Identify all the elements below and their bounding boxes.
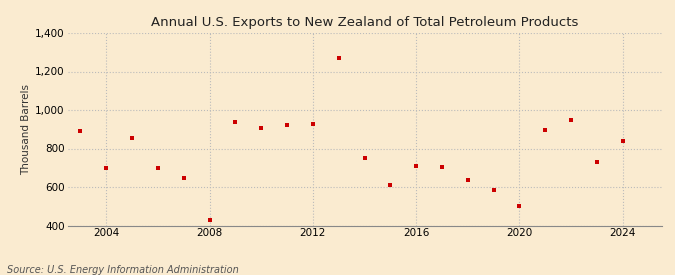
Point xyxy=(514,204,525,208)
Point xyxy=(230,119,241,124)
Title: Annual U.S. Exports to New Zealand of Total Petroleum Products: Annual U.S. Exports to New Zealand of To… xyxy=(151,16,578,29)
Point xyxy=(591,160,602,164)
Point xyxy=(281,123,292,128)
Point xyxy=(127,136,138,140)
Point xyxy=(385,183,396,187)
Point xyxy=(618,139,628,143)
Point xyxy=(153,166,163,170)
Point xyxy=(411,164,422,168)
Point xyxy=(256,126,267,130)
Point xyxy=(359,156,370,160)
Point xyxy=(437,164,448,169)
Point xyxy=(178,176,189,180)
Point xyxy=(307,122,318,127)
Point xyxy=(101,166,111,170)
Point xyxy=(488,188,499,192)
Point xyxy=(333,56,344,60)
Point xyxy=(566,117,576,122)
Y-axis label: Thousand Barrels: Thousand Barrels xyxy=(21,84,31,175)
Point xyxy=(75,129,86,133)
Point xyxy=(462,178,473,183)
Text: Source: U.S. Energy Information Administration: Source: U.S. Energy Information Administ… xyxy=(7,265,238,275)
Point xyxy=(540,128,551,132)
Point xyxy=(204,218,215,222)
